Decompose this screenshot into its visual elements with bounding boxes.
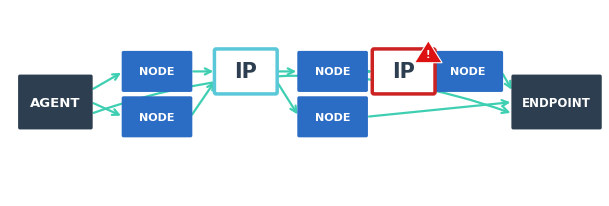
Text: NODE: NODE	[315, 112, 350, 122]
Text: IP: IP	[234, 62, 257, 82]
Text: NODE: NODE	[450, 67, 485, 77]
Text: AGENT: AGENT	[30, 96, 80, 109]
Polygon shape	[415, 41, 442, 63]
FancyBboxPatch shape	[297, 52, 368, 92]
FancyBboxPatch shape	[297, 97, 368, 138]
Text: NODE: NODE	[139, 112, 175, 122]
FancyBboxPatch shape	[122, 52, 192, 92]
FancyBboxPatch shape	[432, 52, 503, 92]
FancyBboxPatch shape	[512, 75, 602, 130]
FancyBboxPatch shape	[214, 50, 277, 95]
Text: NODE: NODE	[139, 67, 175, 77]
Text: IP: IP	[392, 62, 415, 82]
Text: NODE: NODE	[315, 67, 350, 77]
Text: !: !	[426, 49, 431, 60]
FancyBboxPatch shape	[372, 50, 435, 95]
FancyBboxPatch shape	[122, 97, 192, 138]
Text: ENDPOINT: ENDPOINT	[522, 96, 591, 109]
FancyBboxPatch shape	[18, 75, 93, 130]
